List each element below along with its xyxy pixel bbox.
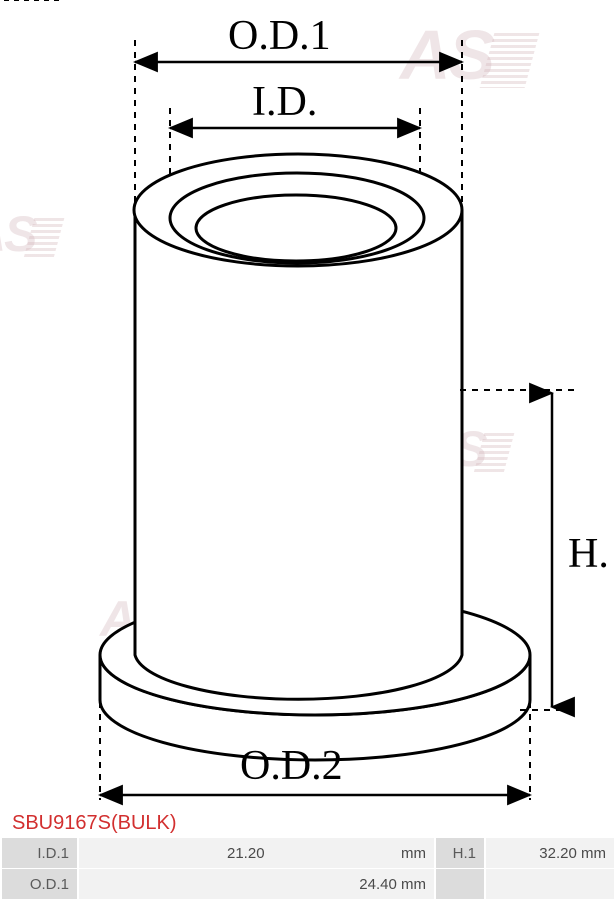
spec-value-empty [486,869,614,899]
product-code: SBU9167S(BULK) [0,810,616,837]
table-row: O.D.1 24.40 mm [2,869,614,899]
dimension-label-od1: O.D.1 [228,12,331,60]
dimension-label-id: I.D. [252,78,317,126]
spec-label: H.1 [436,838,484,868]
spec-value: 24.40 mm [79,869,434,899]
spec-label: O.D.1 [2,869,77,899]
technical-diagram: AS AS AS AS [0,0,616,810]
spec-value: 21.20 mm [79,838,434,868]
dimension-label-h: H. [568,530,609,578]
dimension-label-od2: O.D.2 [240,742,343,790]
spec-table: I.D.1 21.20 mm H.1 32.20 mm O.D.1 24.40 … [0,837,616,900]
spec-label: I.D.1 [2,838,77,868]
table-row: I.D.1 21.20 mm H.1 32.20 mm [2,838,614,868]
spec-label-empty [436,869,484,899]
spec-value: 32.20 mm [486,838,614,868]
